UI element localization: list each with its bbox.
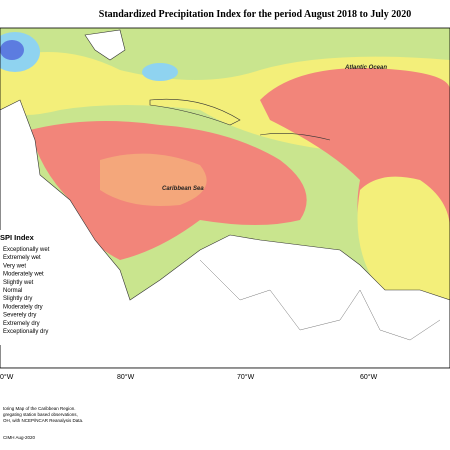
legend: Exceptionally wet Extremely wet Very wet Mo… xyxy=(3,247,50,335)
credit: CIMH Aug-2020 xyxy=(3,435,36,440)
legend-item: Slightly dry xyxy=(3,296,32,302)
sea-label: Caribbean Sea xyxy=(162,186,204,192)
footer-line: gregating station based observations, xyxy=(3,412,78,417)
legend-item: Extremely wet xyxy=(3,255,41,261)
zone-wet xyxy=(0,40,24,60)
longitude-label: 60°W xyxy=(360,373,378,381)
legend-item: Exceptionally wet xyxy=(3,247,50,253)
footer-line: OH, with NCEP/NCAR Reanalysis Data. xyxy=(3,418,83,423)
map-frame xyxy=(0,27,450,369)
ocean-label: Atlantic Ocean xyxy=(344,65,387,71)
longitude-label: 80°W xyxy=(117,373,135,381)
axis-labels: 0°W 80°W 70°W 60°W xyxy=(0,373,378,381)
island xyxy=(259,133,331,141)
zone-normal xyxy=(357,176,450,304)
legend-item: Severely dry xyxy=(3,313,36,319)
legend-item: Moderately wet xyxy=(3,272,44,278)
zone-moderate xyxy=(100,153,207,206)
zone-wet xyxy=(142,63,178,81)
footer: toring Map of the Caribbean Region.grega… xyxy=(3,406,83,423)
legend-item: Normal xyxy=(3,288,22,294)
legend-item: Extremely dry xyxy=(3,321,40,327)
land xyxy=(0,99,450,368)
legend-title: SPI Index xyxy=(0,233,35,242)
legend-box xyxy=(0,230,58,345)
land xyxy=(84,29,126,61)
island xyxy=(149,98,241,126)
legend-item: Moderately dry xyxy=(3,304,43,310)
map xyxy=(0,28,450,368)
legend-item: Very wet xyxy=(3,263,26,269)
footer-line: toring Map of the Caribbean Region. xyxy=(3,406,76,411)
longitude-label: 0°W xyxy=(0,373,14,381)
longitude-label: 70°W xyxy=(237,373,255,381)
title: Standardized Precipitation Index for the… xyxy=(99,9,411,20)
legend-item: Exceptionally dry xyxy=(3,329,48,335)
legend-item: Slightly wet xyxy=(3,280,34,286)
borders xyxy=(199,259,441,341)
